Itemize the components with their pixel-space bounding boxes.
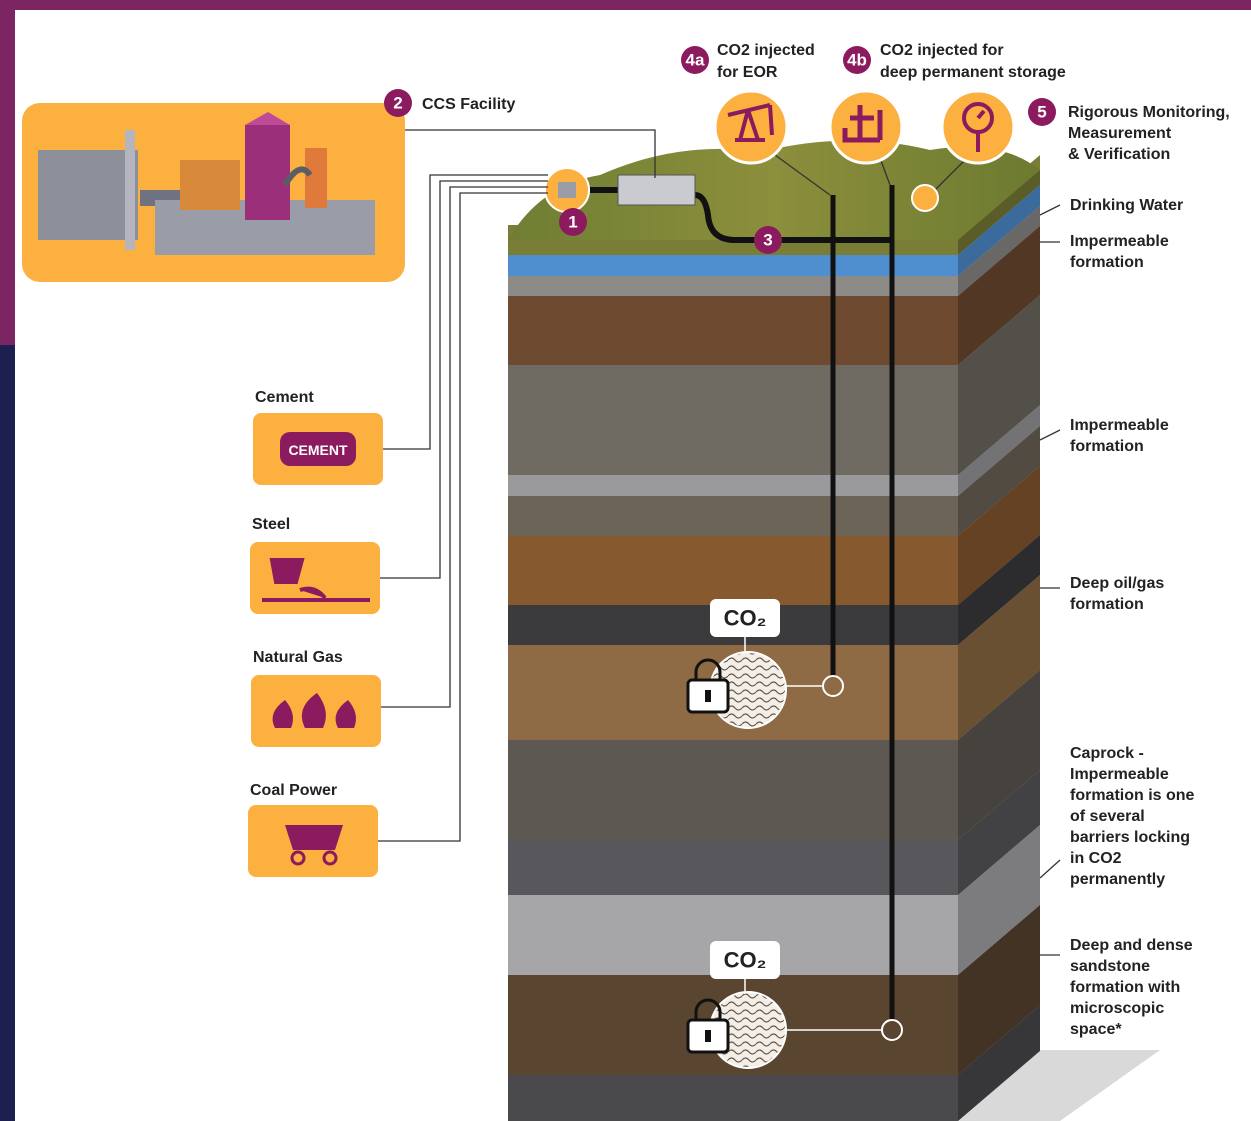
capture-icon (558, 182, 576, 198)
layer-label: Impermeable (1070, 417, 1169, 434)
layer-label: Deep oil/gas (1070, 575, 1164, 592)
step-number: 3 (763, 231, 772, 250)
layer-label-group: Drinking Water Impermeable formation Imperm… (1070, 197, 1195, 1038)
diagram: 2 CCS Facility 1 3 CO₂ CO₂ (0, 0, 1251, 1121)
step-number: 5 (1037, 103, 1046, 122)
co2-label: CO₂ (724, 606, 767, 631)
side-band (0, 345, 15, 1121)
co2-label: CO₂ (724, 948, 767, 973)
sensor (912, 185, 938, 211)
monitor-icon (942, 91, 1014, 163)
layer-label: sandstone (1070, 958, 1150, 975)
injection-label: CO2 injected for (880, 42, 1004, 59)
layer-label: microscopic (1070, 1000, 1164, 1017)
storage-icon (830, 91, 902, 163)
layer-label: in CO2 (1070, 850, 1122, 867)
layer-label: formation is one (1070, 787, 1195, 804)
layer-label: Deep and dense (1070, 937, 1193, 954)
source-label: Natural Gas (253, 649, 343, 666)
injection-label: CO2 injected (717, 42, 815, 59)
source-label: Coal Power (250, 782, 337, 799)
top-band (0, 0, 1251, 10)
layer-label: barriers locking (1070, 829, 1190, 846)
injection-label: deep permanent storage (880, 64, 1066, 81)
step-number: 1 (568, 213, 577, 232)
layer-label: Drinking Water (1070, 197, 1183, 214)
step-number: 4b (847, 51, 867, 70)
layer-label: Caprock - (1070, 745, 1144, 762)
facility-label: CCS Facility (422, 96, 515, 113)
facility-illustration (22, 103, 405, 282)
monitoring-label: & Verification (1068, 146, 1170, 163)
monitoring-label: Rigorous Monitoring, (1068, 104, 1230, 121)
eor-icon (715, 91, 787, 163)
layer-label: of several (1070, 808, 1145, 825)
step-number: 2 (393, 94, 402, 113)
step-number: 4a (686, 51, 705, 70)
coal-icon (285, 825, 343, 850)
layer-label: formation with (1070, 979, 1180, 996)
layer-labels (1040, 205, 1060, 955)
layer-label: Impermeable (1070, 766, 1169, 783)
block-side (958, 170, 1040, 1121)
injection-label: for EOR (717, 64, 778, 81)
ccs-unit (618, 175, 695, 205)
layer-label: formation (1070, 438, 1144, 455)
monitoring-label: Measurement (1068, 125, 1172, 142)
layer-label: space* (1070, 1021, 1122, 1038)
layer-label: formation (1070, 254, 1144, 271)
cement-icon-text: CEMENT (288, 442, 348, 458)
source-label: Steel (252, 516, 290, 533)
side-band (0, 0, 15, 345)
layer-label: Impermeable (1070, 233, 1169, 250)
layer-label: permanently (1070, 871, 1165, 888)
source-box (250, 542, 380, 614)
layer-label: formation (1070, 596, 1144, 613)
source-label: Cement (255, 389, 314, 406)
